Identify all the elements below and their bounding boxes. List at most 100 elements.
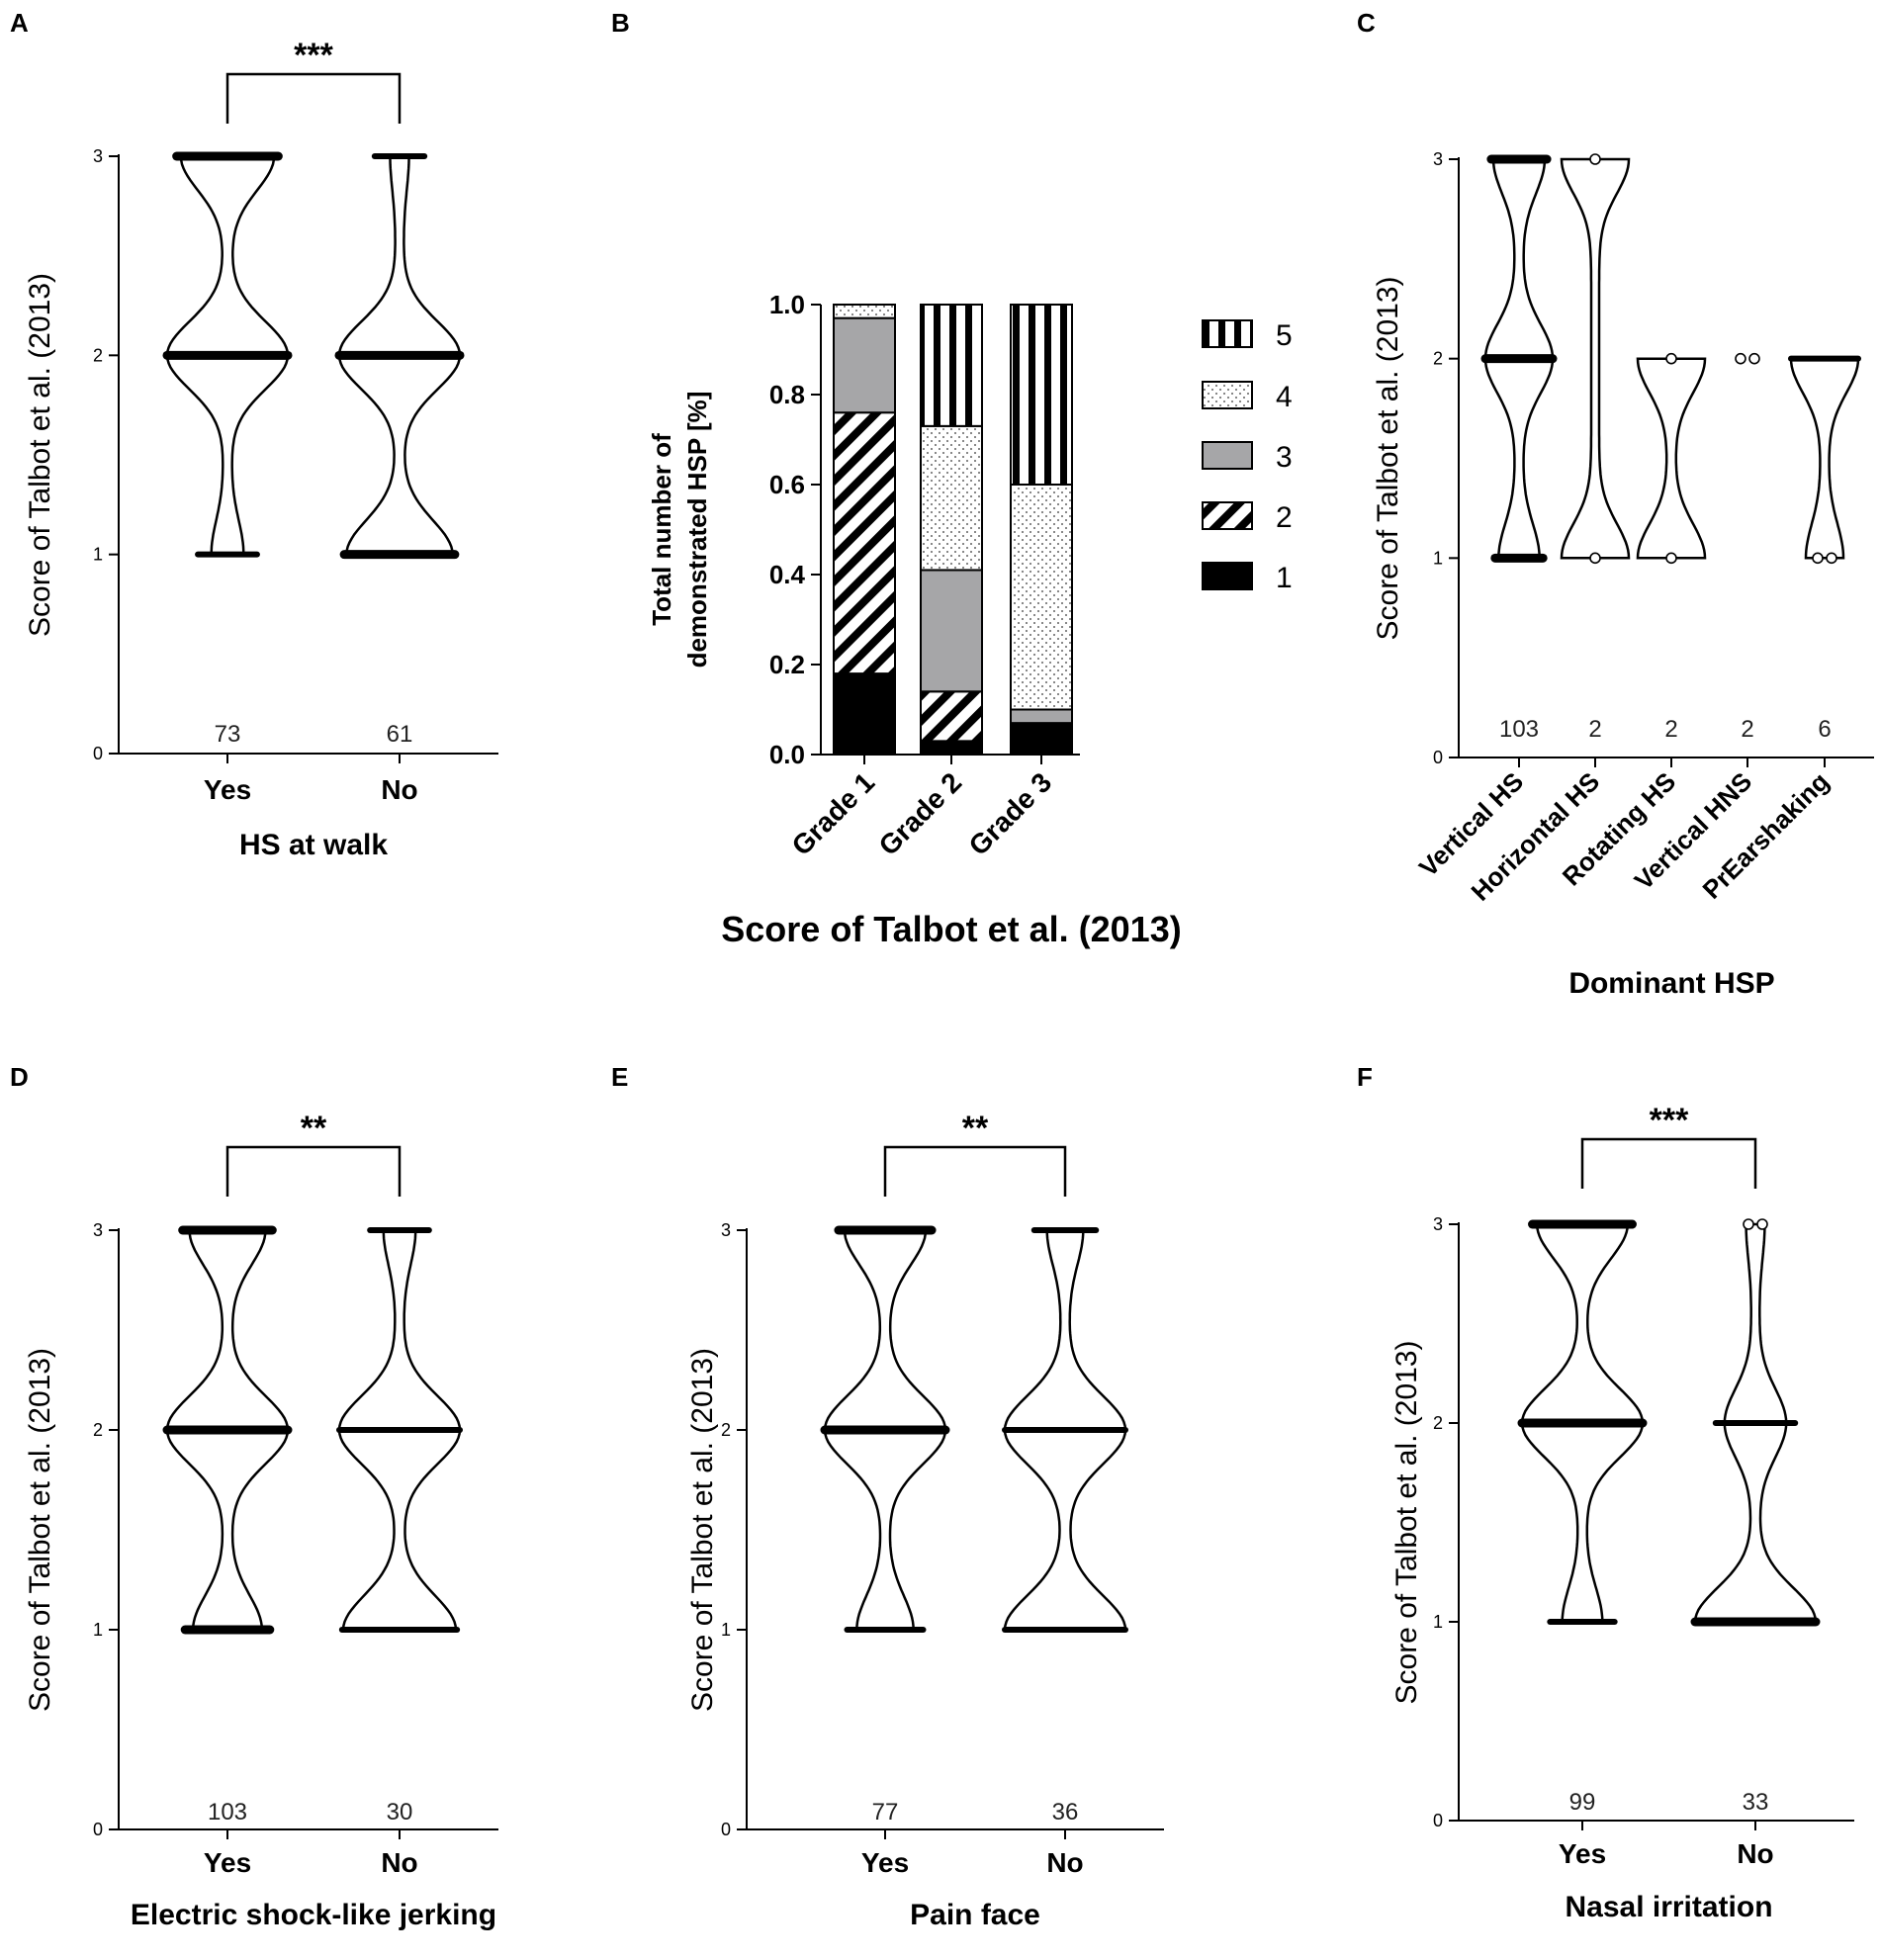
bar-segment-3 — [1010, 708, 1073, 725]
panel-letter-f: F — [1357, 1062, 1373, 1092]
violin-group — [336, 1227, 463, 1633]
significance-bracket — [225, 72, 402, 124]
y-axis-label: Score of Talbot et al. (2013) — [24, 1348, 56, 1712]
group-count-label: 6 — [1818, 716, 1831, 743]
y-tick-label: 0 — [1433, 1811, 1443, 1830]
legend-label: 4 — [1276, 381, 1293, 413]
category-label: No — [1046, 1847, 1083, 1878]
data-point — [1589, 552, 1601, 565]
x-axis-title: Pain face — [910, 1899, 1040, 1931]
y-tick-label: 0.0 — [769, 740, 805, 769]
data-point — [1589, 153, 1601, 165]
stacked-bar-panel: 0.0 0.2 0.4 0.6 0.8 1.0 Total number of demonst… — [647, 290, 1293, 949]
legend-item-5: 5 — [1202, 319, 1293, 352]
bar-segment-1 — [833, 672, 896, 756]
panel-letter-a: A — [10, 8, 29, 38]
y-tick-label: 3 — [1433, 1214, 1443, 1234]
y-tick-label: 1.0 — [769, 290, 805, 319]
category-label: Grade 1 — [786, 766, 881, 861]
bar-segment-4 — [920, 424, 983, 572]
x-axis-title: Dominant HSP — [1568, 967, 1774, 1000]
category-label: Grade 3 — [963, 766, 1058, 861]
bar-segment-1 — [920, 740, 983, 756]
y-axis-label: Score of Talbot et al. (2013) — [24, 273, 56, 637]
violin-panel-d: 0 1 2 3 Score of Talbot et al. (2013) Yes No El… — [24, 1110, 498, 1931]
panel-letter-d: D — [10, 1062, 29, 1092]
group-count-label: 2 — [1741, 716, 1753, 743]
group-count-label: 30 — [387, 1799, 413, 1826]
violin-outline — [1560, 157, 1631, 560]
group-count-label: 99 — [1569, 1789, 1596, 1816]
category-label: Yes — [204, 1847, 251, 1878]
legend-swatch — [1202, 562, 1253, 590]
significance-stars: ** — [301, 1110, 327, 1147]
significance-stars: ** — [962, 1110, 989, 1147]
bar-segment-3 — [833, 316, 896, 414]
bar-segment-4 — [1010, 484, 1073, 711]
y-axis-label: Score of Talbot et al. (2013) — [1390, 1341, 1423, 1705]
legend-item-2: 2 — [1202, 501, 1293, 534]
violin-group — [1735, 352, 1760, 365]
legend-item-3: 3 — [1202, 441, 1293, 474]
bar-segment-2 — [920, 690, 983, 743]
y-axis-label-line1: Total number of — [647, 433, 676, 626]
violin-group — [1002, 1227, 1128, 1633]
group-count-label: 103 — [1499, 716, 1539, 743]
group-count-label: 36 — [1052, 1799, 1079, 1826]
group-count-label: 103 — [208, 1799, 247, 1826]
y-tick-label: 0.6 — [769, 470, 805, 499]
significance-stars: *** — [1650, 1102, 1689, 1139]
bar-segment-5 — [1010, 304, 1073, 486]
violin-panel-a: 0 1 2 3 Score of Talbot et al. (2013) Yes No HS… — [24, 37, 498, 861]
data-point — [1735, 352, 1746, 365]
legend-item-4: 4 — [1202, 381, 1293, 413]
violin-group — [1788, 355, 1861, 565]
y-tick-label: 0.2 — [769, 650, 805, 679]
category-label: No — [381, 774, 417, 805]
data-point — [1743, 1218, 1754, 1230]
violin-panel-e: 0 1 2 3 Score of Talbot et al. (2013) Yes NoPa… — [686, 1110, 1164, 1931]
y-tick-label: 0 — [93, 1820, 103, 1839]
significance-bracket — [225, 1145, 402, 1197]
violin-panel-f: 0 1 2 3 Score of Talbot et al. (2013) Yes No Na… — [1390, 1102, 1854, 1923]
legend-swatch — [1202, 319, 1253, 348]
data-point — [1812, 552, 1824, 565]
y-tick-label: 1 — [93, 1620, 103, 1640]
y-tick-label: 2 — [721, 1420, 731, 1440]
violin-group — [334, 153, 465, 560]
data-point — [1665, 352, 1677, 365]
panel-letter-e: E — [611, 1062, 628, 1092]
category-label: Yes — [204, 774, 251, 805]
legend-label: 2 — [1276, 501, 1293, 534]
significance-stars: *** — [294, 37, 333, 74]
violin-group — [1480, 154, 1558, 563]
y-tick-label: 0.4 — [769, 560, 806, 589]
y-tick-label: 3 — [93, 146, 103, 166]
y-tick-label: 2 — [1433, 1413, 1443, 1433]
y-axis-label-line2: demonstrated HSP [%] — [682, 392, 712, 668]
group-count-label: 2 — [1588, 716, 1601, 743]
y-tick-label: 2 — [93, 345, 103, 365]
bar-segment-4 — [833, 304, 896, 319]
legend-swatch — [1202, 381, 1253, 409]
bar-segment-3 — [920, 569, 983, 693]
category-label: No — [1737, 1838, 1773, 1869]
violin-group — [1636, 352, 1707, 565]
y-tick-label: 3 — [1433, 149, 1443, 169]
data-point — [1756, 1218, 1768, 1230]
violin-outline — [1636, 357, 1707, 560]
data-point — [1665, 552, 1677, 565]
x-axis-title: Nasal irritation — [1565, 1891, 1772, 1923]
x-axis-title: Score of Talbot et al. (2013) — [721, 909, 1181, 949]
group-count-label: 77 — [872, 1799, 899, 1826]
panel-letter-c: C — [1357, 8, 1376, 38]
y-tick-label: 0.8 — [769, 380, 805, 409]
x-axis-title: HS at walk — [239, 829, 388, 861]
legend-swatch — [1202, 501, 1253, 530]
group-count-label: 61 — [387, 721, 413, 748]
violin-group — [162, 151, 293, 558]
bar-segment-1 — [1010, 722, 1073, 757]
panel-letter-b: B — [611, 8, 630, 38]
violin-group — [1560, 153, 1631, 565]
